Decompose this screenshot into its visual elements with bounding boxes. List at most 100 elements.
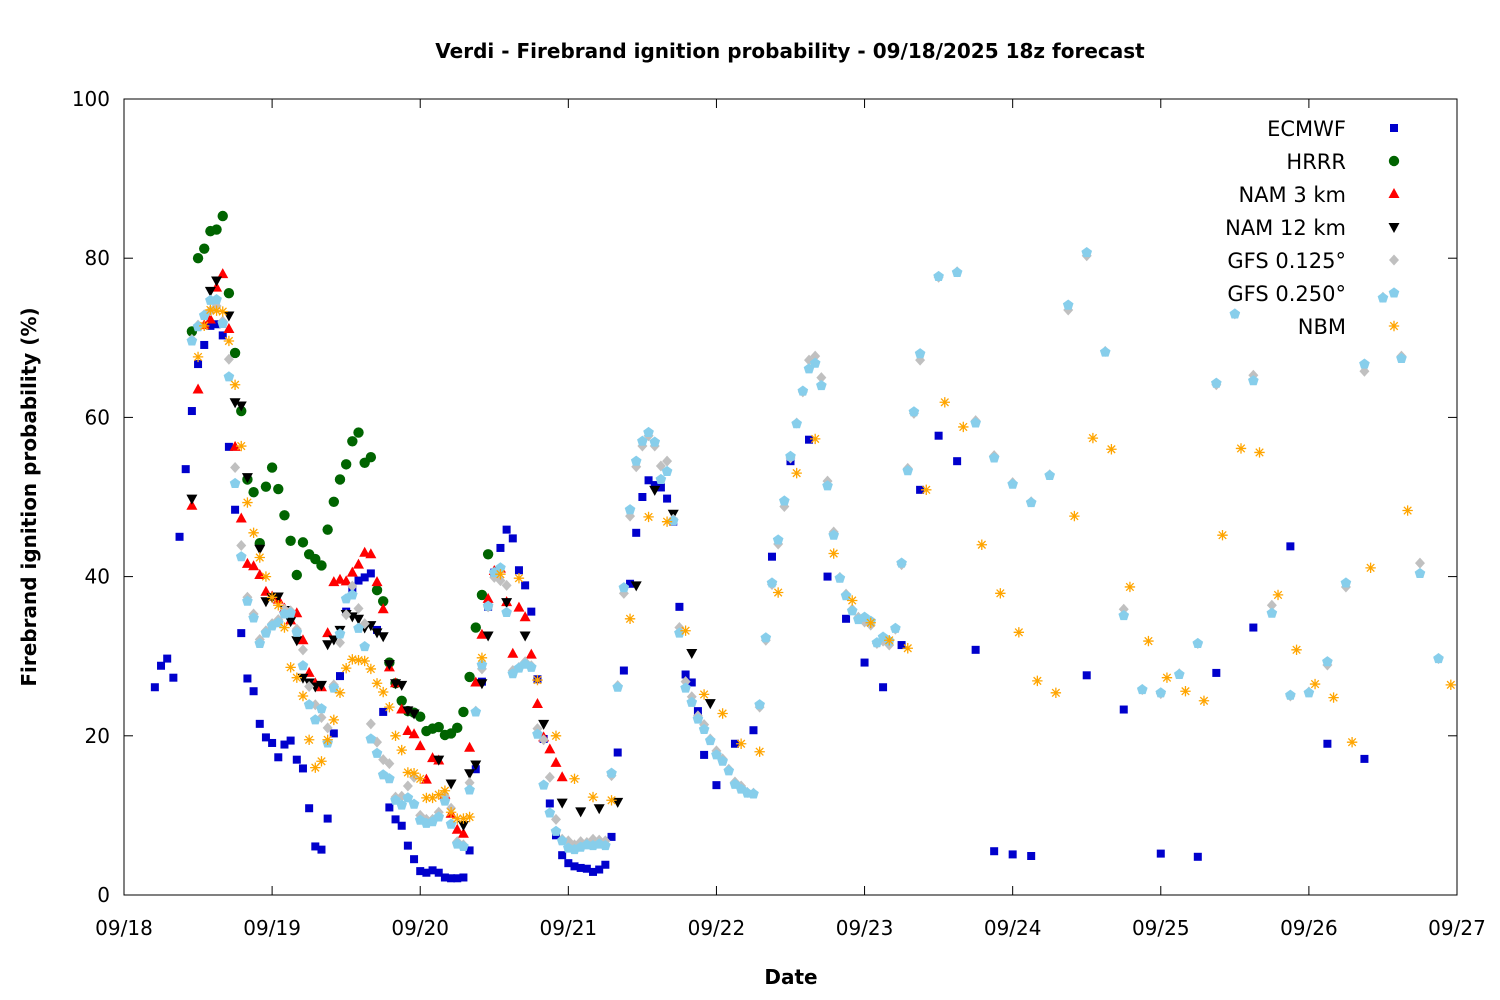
data-point bbox=[1143, 635, 1154, 647]
legend-entry: NAM 3 km bbox=[1238, 183, 1400, 207]
data-point bbox=[476, 679, 488, 690]
data-point bbox=[272, 592, 284, 603]
data-point bbox=[532, 728, 543, 739]
data-point bbox=[242, 595, 253, 606]
chart-title: Verdi - Firebrand ignition probability -… bbox=[435, 39, 1145, 63]
data-point bbox=[476, 659, 488, 670]
data-point bbox=[235, 512, 247, 523]
data-point bbox=[624, 504, 636, 515]
legend-label: NBM bbox=[1298, 315, 1346, 339]
legend-marker bbox=[1388, 188, 1400, 198]
data-point bbox=[1414, 557, 1425, 569]
data-point bbox=[396, 744, 407, 756]
data-point bbox=[649, 436, 661, 447]
data-point bbox=[576, 863, 585, 872]
data-point bbox=[260, 597, 272, 608]
data-point bbox=[199, 320, 210, 332]
data-point bbox=[434, 868, 443, 877]
data-point bbox=[354, 576, 363, 585]
data-point bbox=[334, 637, 345, 649]
data-point bbox=[532, 674, 543, 686]
data-point bbox=[1025, 496, 1037, 508]
data-point bbox=[1323, 739, 1332, 748]
data-point bbox=[223, 323, 235, 334]
data-point bbox=[1322, 656, 1333, 667]
data-point bbox=[550, 730, 562, 741]
data-point bbox=[810, 350, 821, 362]
data-point bbox=[223, 288, 235, 299]
data-point bbox=[366, 569, 375, 578]
data-point bbox=[990, 847, 999, 856]
data-point bbox=[223, 371, 235, 382]
data-point bbox=[242, 497, 253, 508]
legend-label: GFS 0.125° bbox=[1227, 249, 1346, 273]
data-point bbox=[556, 798, 568, 809]
data-point bbox=[1328, 692, 1339, 703]
data-point bbox=[377, 603, 389, 614]
data-point bbox=[860, 658, 869, 667]
data-point bbox=[507, 647, 519, 658]
data-point bbox=[1027, 851, 1036, 860]
data-point bbox=[1377, 292, 1389, 303]
data-point bbox=[383, 660, 395, 671]
data-point bbox=[638, 493, 647, 501]
legend-label: HRRR bbox=[1286, 150, 1346, 174]
data-point bbox=[248, 487, 259, 498]
data-point bbox=[192, 253, 204, 264]
data-point bbox=[408, 768, 420, 779]
data-point bbox=[347, 654, 358, 665]
legend-label: NAM 3 km bbox=[1238, 183, 1346, 207]
data-point bbox=[316, 756, 327, 767]
data-point bbox=[846, 605, 858, 616]
data-point bbox=[236, 440, 247, 452]
data-point bbox=[212, 320, 221, 329]
data-point bbox=[1235, 443, 1247, 454]
data-point bbox=[353, 614, 365, 625]
data-point bbox=[698, 689, 710, 700]
x-tick-label: 09/23 bbox=[836, 916, 894, 940]
data-point bbox=[422, 868, 431, 877]
data-point bbox=[680, 625, 691, 636]
data-point bbox=[359, 641, 371, 652]
data-point bbox=[791, 418, 802, 429]
data-point bbox=[459, 873, 468, 882]
data-point bbox=[464, 811, 475, 823]
data-point bbox=[1082, 671, 1091, 680]
data-point bbox=[619, 666, 628, 675]
data-point bbox=[204, 286, 216, 297]
legend-marker bbox=[1388, 320, 1400, 332]
data-point bbox=[391, 815, 400, 824]
y-tick-label: 0 bbox=[97, 883, 110, 907]
data-point bbox=[470, 706, 482, 717]
data-point bbox=[1291, 644, 1302, 656]
data-point bbox=[908, 406, 920, 417]
data-point bbox=[897, 641, 906, 650]
data-point bbox=[255, 719, 264, 728]
data-point bbox=[1032, 675, 1043, 687]
legend-entry: NBM bbox=[1298, 315, 1400, 339]
data-point bbox=[587, 791, 599, 803]
data-point bbox=[514, 566, 523, 575]
data-point bbox=[322, 524, 333, 535]
data-point bbox=[661, 465, 673, 477]
data-point bbox=[427, 752, 439, 763]
data-point bbox=[890, 622, 901, 633]
data-point bbox=[730, 739, 739, 748]
x-tick-label: 09/22 bbox=[688, 916, 746, 940]
data-point bbox=[1192, 637, 1204, 648]
data-point bbox=[1087, 432, 1099, 444]
data-point bbox=[260, 585, 272, 596]
legend-marker bbox=[1388, 287, 1400, 298]
data-point bbox=[211, 293, 222, 305]
data-point bbox=[322, 722, 333, 734]
data-point bbox=[315, 680, 327, 691]
data-point bbox=[241, 473, 253, 484]
data-point bbox=[525, 648, 537, 659]
data-point bbox=[1229, 308, 1241, 319]
data-point bbox=[847, 595, 858, 606]
data-point bbox=[495, 562, 506, 573]
data-point bbox=[266, 462, 278, 473]
x-tick-label: 09/20 bbox=[391, 916, 449, 940]
data-point bbox=[416, 867, 425, 876]
